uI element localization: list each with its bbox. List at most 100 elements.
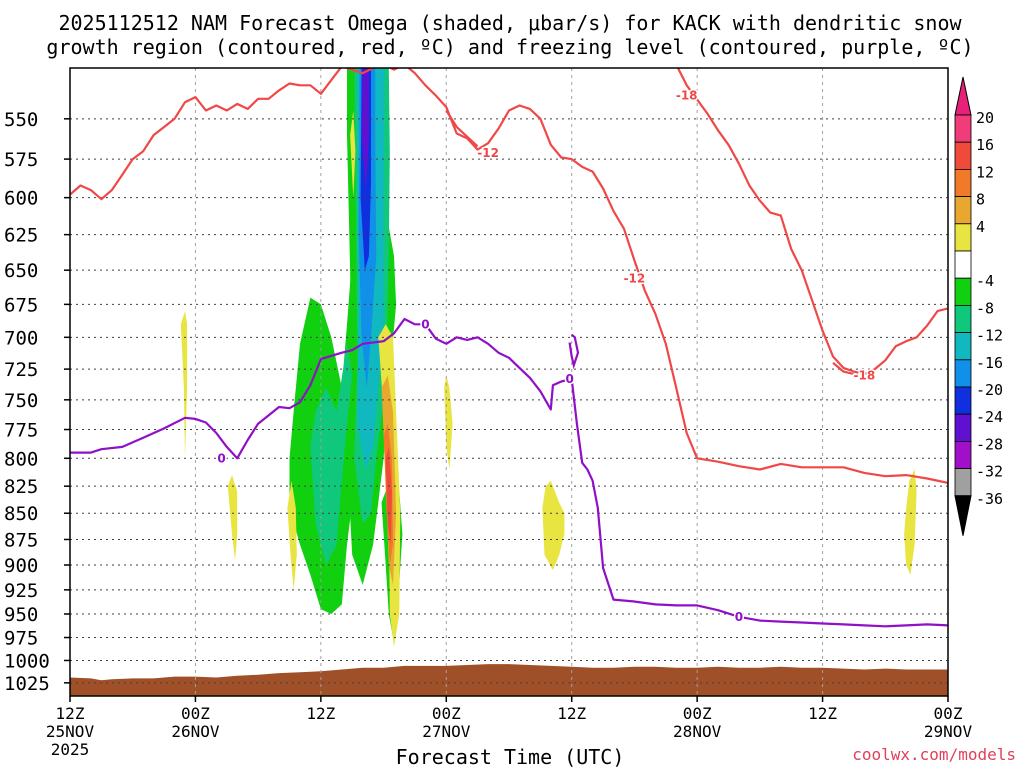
x-tick-label-0-1: 25NOV	[46, 722, 95, 741]
y-tick-label-950: 950	[4, 604, 38, 626]
contour-labels: -12 -12 -18 -18 0 0 0 0	[216, 87, 877, 625]
omega-region-9	[350, 110, 356, 198]
omega-region-19	[904, 469, 917, 575]
colorbar-segment-11	[954, 413, 972, 442]
x-tick-label-36-1: 27NOV	[422, 722, 471, 741]
dgz-label-1: -12	[477, 146, 499, 160]
colorbar-segment-9	[954, 359, 972, 388]
colorbar-label-4: 4	[976, 218, 985, 236]
y-tick-label-550: 550	[4, 109, 38, 131]
x-tick-label-24-0: 12Z	[306, 704, 335, 723]
omega-region-16	[385, 446, 392, 545]
omega-region-11	[227, 475, 238, 560]
colorbar-bottom-triangle	[954, 495, 972, 536]
plot-frame	[69, 67, 949, 697]
y-tick-label-625: 625	[4, 225, 38, 247]
x-tick-label-0-0: 12Z	[56, 704, 85, 723]
y-tick-label-975: 975	[4, 628, 38, 650]
x-tick-label-36-0: 00Z	[432, 704, 461, 723]
y-tick-label-700: 700	[4, 327, 38, 349]
dgz-contour-0	[70, 68, 948, 484]
y-tick-label-600: 600	[4, 188, 38, 210]
freezing-label-2: 0	[421, 317, 429, 331]
axes: 550 575 600 625 650 675 700 725 750 775 800 825 850 8…	[4, 67, 973, 759]
y-tick-label-900: 900	[4, 555, 38, 577]
y-tick-label-825: 825	[4, 476, 38, 498]
colorbar-label-7: -12	[976, 327, 1003, 345]
y-tick-label-675: 675	[4, 294, 38, 316]
x-tick-label-0-2: 2025	[51, 740, 90, 759]
colorbar-segment-10	[954, 386, 972, 415]
omega-region-12	[287, 480, 297, 590]
colorbar-label-13: -36	[976, 490, 1003, 508]
colorbar-label-3: 8	[976, 191, 985, 209]
chart-title-line2: growth region (contoured, red, ºC) and f…	[46, 35, 973, 59]
colorbar-label-5: -4	[976, 272, 994, 290]
colorbar-label-1: 16	[976, 136, 994, 154]
colorbar-segment-3	[954, 196, 972, 225]
colorbar-label-0: 20	[976, 109, 994, 127]
x-tick-label-72-0: 12Z	[808, 704, 837, 723]
freezing-label-0: 0	[217, 451, 225, 465]
freezing-label-3: 0	[565, 372, 573, 386]
omega-region-17	[444, 375, 453, 470]
colorbar-segment-13	[954, 468, 972, 497]
y-tick-label-1025: 1025	[4, 673, 50, 695]
y-tick-label-925: 925	[4, 580, 38, 602]
y-tick-label-775: 775	[4, 420, 38, 442]
y-tick-label-800: 800	[4, 448, 38, 470]
colorbar-segment-4	[954, 223, 972, 252]
dgz-contour-2	[676, 68, 948, 376]
x-tick-label-84-1: 29NOV	[924, 722, 973, 741]
dgz-label-3: -18	[854, 368, 876, 382]
contour-lines	[70, 68, 948, 628]
freezing-level-contour	[70, 317, 948, 628]
freezing-label-1: 0	[735, 610, 743, 624]
colorbar-label-10: -24	[976, 408, 1003, 426]
colorbar-segment-6	[954, 277, 972, 306]
freezing-level-loop	[568, 333, 580, 370]
terrain-fill	[70, 664, 948, 696]
credit-text: coolwx.com/models	[852, 745, 1016, 764]
y-tick-label-850: 850	[4, 503, 38, 525]
colorbar-segment-0	[954, 114, 972, 143]
y-tick-label-725: 725	[4, 359, 38, 381]
omega-region-10	[180, 311, 188, 459]
y-tick-label-750: 750	[4, 390, 38, 412]
colorbar-segment-12	[954, 440, 972, 469]
colorbar: 20 16 12 8 4 -4 -8 -12 -16 -20 -24 -28 -32 -36	[954, 76, 1003, 536]
omega-shading	[180, 68, 917, 647]
x-tick-label-12-0: 00Z	[181, 704, 210, 723]
x-tick-label-84-0: 00Z	[934, 704, 963, 723]
colorbar-segment-8	[954, 332, 972, 361]
dgz-contour-3	[832, 361, 855, 376]
colorbar-label-2: 12	[976, 163, 994, 181]
colorbar-segment-7	[954, 304, 972, 333]
dgz-label-0: -12	[624, 271, 646, 285]
terrain-layer	[70, 664, 948, 696]
x-tick-label-60-0: 00Z	[683, 704, 712, 723]
y-tick-label-875: 875	[4, 529, 38, 551]
colorbar-top-triangle	[954, 76, 972, 116]
colorbar-label-8: -16	[976, 354, 1003, 372]
colorbar-label-6: -8	[976, 299, 994, 317]
grid-lines	[70, 68, 948, 696]
omega-region-7	[361, 68, 369, 191]
x-axis-label: Forecast Time (UTC)	[396, 745, 625, 768]
colorbar-segment-1	[954, 141, 972, 170]
y-tick-label-1000: 1000	[4, 650, 50, 672]
colorbar-label-11: -28	[976, 435, 1003, 453]
colorbar-segment-2	[954, 168, 972, 197]
x-tick-label-12-1: 26NOV	[171, 722, 220, 741]
dgz-label-2: -18	[676, 88, 698, 102]
x-tick-label-48-0: 12Z	[557, 704, 586, 723]
omega-region-18	[542, 480, 565, 570]
chart-title-line1: 2025112512 NAM Forecast Omega (shaded, μ…	[58, 11, 962, 35]
colorbar-label-9: -20	[976, 381, 1003, 399]
y-tick-label-575: 575	[4, 149, 38, 171]
y-tick-label-650: 650	[4, 260, 38, 282]
colorbar-label-12: -32	[976, 463, 1003, 481]
x-tick-label-60-1: 28NOV	[673, 722, 722, 741]
dgz-contour-1	[445, 109, 479, 148]
